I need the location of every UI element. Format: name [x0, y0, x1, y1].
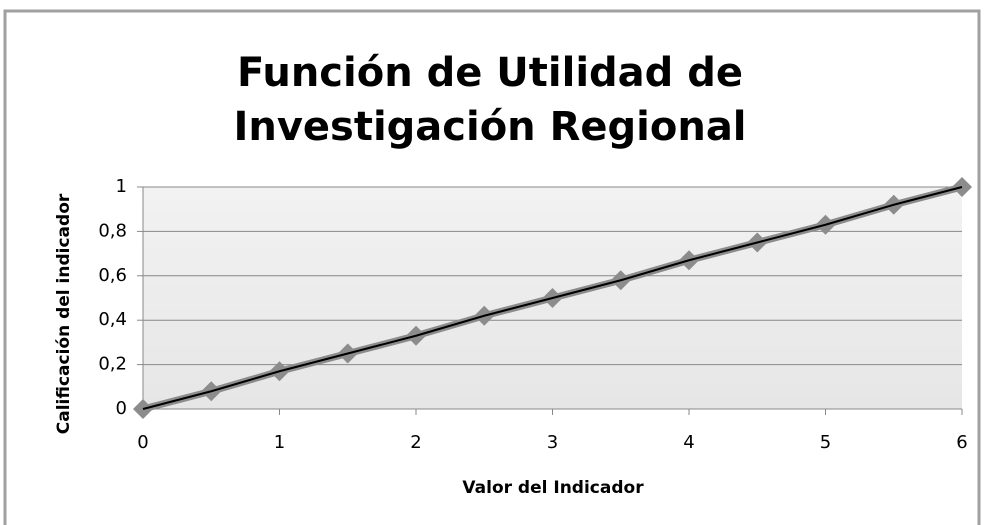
y-tick-label: 0,6 — [98, 265, 127, 286]
x-tick-label: 6 — [956, 432, 967, 453]
y-axis-title: Calificación del indicador — [54, 193, 74, 434]
x-tick-label: 3 — [547, 432, 558, 453]
y-tick-label: 0,4 — [98, 309, 127, 330]
y-tick-label: 0,2 — [98, 354, 127, 375]
chart-border — [3, 9, 981, 525]
x-tick-label: 5 — [820, 432, 831, 453]
x-tick-label: 2 — [410, 432, 421, 453]
x-tick-label: 1 — [274, 432, 285, 453]
x-tick-label: 0 — [137, 432, 148, 453]
y-tick-label: 0 — [116, 398, 127, 419]
chart-title: Función de Utilidad de Investigación Reg… — [233, 50, 747, 150]
trend-line — [142, 186, 963, 410]
x-tick-label: 4 — [683, 432, 694, 453]
y-tick-label: 0,8 — [98, 220, 127, 241]
y-tick-label: 1 — [116, 176, 127, 197]
x-axis-title: Valor del Indicador — [462, 478, 644, 498]
